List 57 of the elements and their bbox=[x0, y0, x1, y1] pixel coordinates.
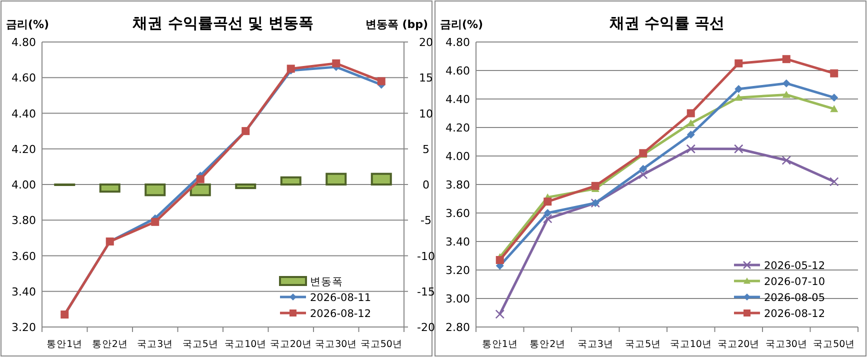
y-tick-label: 4.20 bbox=[12, 142, 36, 156]
y-tick-label: 4.80 bbox=[12, 36, 36, 49]
legend-label: 2026-05-12 bbox=[764, 260, 826, 272]
x-tick-label: 국고30년 bbox=[315, 339, 358, 350]
y-tick-label: 3.80 bbox=[12, 214, 36, 228]
y2-tick-label: 5 bbox=[422, 142, 430, 156]
y-tick-label: 4.20 bbox=[446, 122, 470, 134]
legend-label: 2026-07-10 bbox=[764, 276, 826, 288]
legend-label: 2026-08-12 bbox=[764, 308, 826, 320]
y-tick-label: 4.80 bbox=[446, 36, 470, 49]
x-tick-label: 통안1년 bbox=[482, 339, 518, 350]
y2-tick-label: -5 bbox=[420, 214, 432, 228]
x-tick-label: 통안2년 bbox=[530, 339, 566, 350]
x-tick-label: 국고20년 bbox=[718, 339, 760, 350]
chart-title: 채권 수익률곡선 및 변동폭 bbox=[132, 14, 314, 32]
y-tick-label: 4.00 bbox=[446, 150, 470, 163]
y2-axis-title: 변동폭 (bp) bbox=[365, 18, 428, 31]
x-tick-label: 국고3년 bbox=[577, 339, 614, 350]
y-tick-label: 4.40 bbox=[12, 107, 36, 120]
chart-title: 채권 수익률 곡선 bbox=[608, 14, 725, 32]
y-tick-label: 4.60 bbox=[446, 64, 470, 78]
x-tick-label: 국고3년 bbox=[137, 339, 174, 350]
y-tick-label: 3.40 bbox=[12, 285, 36, 298]
y-tick-label: 3.60 bbox=[446, 207, 470, 220]
x-tick-label: 국고20년 bbox=[270, 339, 312, 350]
x-tick-label: 국고10년 bbox=[670, 339, 712, 350]
x-tick-label: 통안2년 bbox=[92, 339, 128, 350]
y-axis-title: 금리(%) bbox=[440, 18, 484, 31]
x-tick-label: 국고50년 bbox=[360, 339, 402, 350]
y-tick-label: 2.80 bbox=[446, 321, 470, 334]
y-tick-label: 4.40 bbox=[446, 93, 470, 106]
y-tick-label: 3.00 bbox=[446, 292, 470, 306]
y-tick-label: 3.80 bbox=[446, 178, 470, 192]
y-tick-label: 3.20 bbox=[446, 264, 470, 277]
legend-label: 변동폭 bbox=[310, 276, 343, 288]
y-tick-label: 4.60 bbox=[12, 72, 36, 85]
y2-tick-label: 0 bbox=[422, 178, 430, 192]
y-tick-label: 3.40 bbox=[446, 236, 470, 248]
y-tick-label: 4.00 bbox=[12, 178, 36, 192]
x-tick-label: 국고30년 bbox=[765, 339, 808, 350]
legend-label: 2026-08-05 bbox=[764, 292, 826, 304]
y2-tick-label: 15 bbox=[419, 72, 433, 85]
x-tick-label: 국고10년 bbox=[224, 339, 267, 350]
x-tick-label: 국고5년 bbox=[625, 339, 662, 350]
y2-tick-label: -15 bbox=[417, 285, 435, 298]
y2-tick-label: -10 bbox=[417, 250, 435, 263]
y-tick-label: 3.60 bbox=[12, 250, 36, 263]
y-axis-title: 금리(%) bbox=[6, 18, 50, 31]
x-tick-label: 통안1년 bbox=[46, 339, 83, 350]
y-tick-label: 3.20 bbox=[12, 321, 36, 334]
y2-tick-label: 20 bbox=[419, 36, 433, 49]
y2-tick-label: -20 bbox=[417, 321, 435, 334]
y2-tick-label: 10 bbox=[419, 107, 433, 120]
x-tick-label: 국고5년 bbox=[182, 339, 218, 350]
legend-label: 2026-08-11 bbox=[310, 292, 372, 304]
x-tick-label: 국고50년 bbox=[813, 339, 856, 350]
legend-label: 2026-08-12 bbox=[310, 308, 372, 320]
